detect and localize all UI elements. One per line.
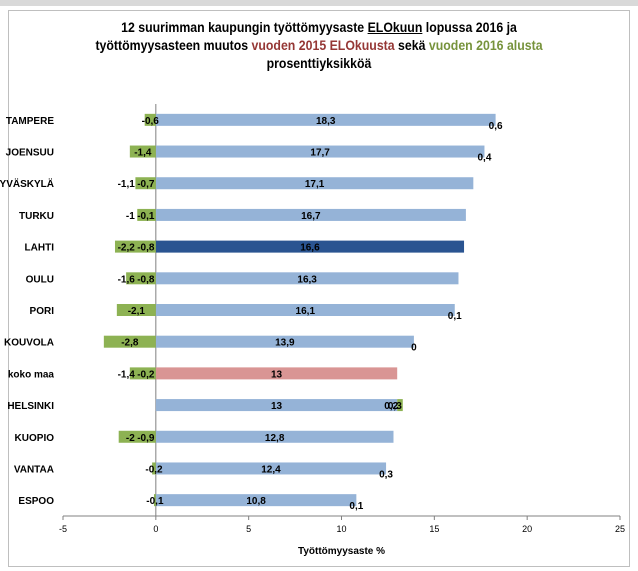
change-2016-label: -2,2 bbox=[118, 243, 136, 254]
rate-bar bbox=[155, 113, 496, 126]
category-label: HELSINKI bbox=[7, 401, 54, 412]
x-axis-title: Työttömyysaste % bbox=[298, 546, 385, 557]
change-2015-label: 0,3 bbox=[379, 469, 393, 480]
rate-bar bbox=[155, 494, 357, 507]
rate-value-label: 18,3 bbox=[316, 116, 336, 127]
title-series-2016: vuoden 2016 alusta bbox=[428, 37, 543, 53]
change-2016-label: 0,3 bbox=[388, 401, 402, 412]
change-2016-label: -1,4 bbox=[118, 369, 136, 380]
change-2016-bar bbox=[114, 240, 156, 253]
rate-bar bbox=[155, 145, 485, 158]
change-2016-bar bbox=[135, 177, 156, 190]
rate-bar bbox=[155, 240, 465, 253]
rate-bar bbox=[155, 208, 466, 221]
category-label: JOENSUU bbox=[6, 148, 54, 159]
change-2016-bar bbox=[129, 367, 156, 380]
change-2015-label: 0,1 bbox=[349, 501, 363, 512]
change-2015-label: -0,1 bbox=[137, 211, 155, 222]
x-tick-label: 0 bbox=[153, 524, 158, 534]
x-tick-label: 20 bbox=[522, 524, 532, 534]
change-2016-label: -2,1 bbox=[128, 306, 146, 317]
change-2016-bar bbox=[129, 145, 156, 158]
change-2016-label: -1,4 bbox=[134, 148, 152, 159]
category-label: VANTAA bbox=[14, 464, 54, 475]
category-label: LAHTI bbox=[25, 243, 55, 254]
rate-value-label: 13 bbox=[271, 369, 283, 380]
change-2016-label: -1,6 bbox=[118, 274, 136, 285]
title-text: 12 suurimman kaupungin työttömyysaste bbox=[121, 19, 368, 35]
change-2015-label: -0,7 bbox=[137, 179, 155, 190]
change-2016-bar bbox=[153, 494, 156, 507]
title-line-1: 12 suurimman kaupungin työttömyysaste EL… bbox=[56, 18, 582, 36]
rate-value-label: 16,6 bbox=[300, 243, 320, 254]
title-text: työttömyysasteen muutos bbox=[95, 37, 252, 53]
rate-value-label: 13,9 bbox=[275, 338, 295, 349]
top-strip bbox=[0, 0, 638, 6]
change-2016-label: -1,1 bbox=[118, 179, 136, 190]
rate-value-label: 17,1 bbox=[305, 179, 325, 190]
x-tick-label: 10 bbox=[336, 524, 346, 534]
change-2016-bar bbox=[126, 272, 156, 285]
rate-value-label: 12,4 bbox=[261, 464, 281, 475]
change-2016-label: -0,6 bbox=[142, 116, 160, 127]
rate-value-label: 16,1 bbox=[296, 306, 316, 317]
title-month: ELOkuun bbox=[367, 19, 423, 35]
rate-bar bbox=[155, 430, 394, 443]
chart-title: 12 suurimman kaupungin työttömyysaste EL… bbox=[56, 18, 582, 72]
rate-bar bbox=[155, 367, 398, 380]
title-series-2015: vuoden 2015 ELOkuusta bbox=[251, 37, 395, 53]
rate-value-label: 17,7 bbox=[310, 148, 330, 159]
change-2016-bar bbox=[152, 462, 156, 475]
change-2015-label: 0,6 bbox=[489, 121, 503, 132]
x-tick-label: 15 bbox=[429, 524, 439, 534]
category-label: JYVÄSKYLÄ bbox=[0, 177, 54, 190]
category-label: KOUVOLA bbox=[4, 338, 54, 349]
rate-bar bbox=[155, 335, 414, 348]
rate-value-label: 16,3 bbox=[297, 274, 317, 285]
category-label: ESPOO bbox=[18, 496, 54, 507]
category-label: koko maa bbox=[8, 369, 55, 380]
change-2015-label: 0 bbox=[411, 343, 417, 354]
title-line-3: prosenttiyksikköä bbox=[266, 55, 372, 71]
title-line-2: työttömyysasteen muutos vuoden 2015 ELOk… bbox=[56, 36, 582, 54]
change-2015-label: -0,2 bbox=[137, 369, 155, 380]
rate-value-label: 16,7 bbox=[301, 211, 321, 222]
x-tick-label: -5 bbox=[59, 524, 67, 534]
rate-value-label: 10,8 bbox=[246, 496, 266, 507]
change-2016-label: -2,8 bbox=[121, 338, 139, 349]
change-2016-bar bbox=[144, 113, 156, 126]
change-2015-label: -0,8 bbox=[137, 274, 155, 285]
rate-bar bbox=[155, 272, 459, 285]
change-2016-bar bbox=[137, 208, 156, 221]
category-label: OULU bbox=[26, 274, 54, 285]
change-2015-label: 0,2 bbox=[384, 401, 398, 412]
x-tick-label: 5 bbox=[246, 524, 251, 534]
title-text-mid: sekä bbox=[394, 37, 429, 53]
x-tick-label: 25 bbox=[615, 524, 625, 534]
change-2016-label: -0,2 bbox=[145, 464, 163, 475]
category-label: PORI bbox=[30, 306, 55, 317]
rate-bar bbox=[155, 399, 398, 412]
change-2015-label: -0,9 bbox=[137, 433, 155, 444]
change-2016-label: -2 bbox=[126, 433, 135, 444]
change-2016-bar bbox=[397, 399, 403, 412]
rate-value-label: 13 bbox=[271, 401, 283, 412]
category-label: TAMPERE bbox=[6, 116, 54, 127]
rate-bar bbox=[155, 177, 474, 190]
change-2016-bar bbox=[118, 430, 156, 443]
category-label: TURKU bbox=[19, 211, 54, 222]
change-2016-label: -1 bbox=[126, 211, 135, 222]
change-2016-bar bbox=[103, 335, 156, 348]
change-2015-label: 0,1 bbox=[448, 311, 462, 322]
category-label: KUOPIO bbox=[15, 433, 55, 444]
title-text-end: lopussa 2016 ja bbox=[422, 19, 517, 35]
change-2015-label: 0,4 bbox=[478, 153, 492, 164]
rate-bar bbox=[155, 304, 455, 316]
change-2015-label: -0,8 bbox=[137, 243, 155, 254]
change-2016-bar bbox=[116, 304, 156, 316]
change-2016-label: -0,1 bbox=[146, 496, 164, 507]
rate-value-label: 12,8 bbox=[265, 433, 285, 444]
rate-bar bbox=[155, 462, 387, 475]
